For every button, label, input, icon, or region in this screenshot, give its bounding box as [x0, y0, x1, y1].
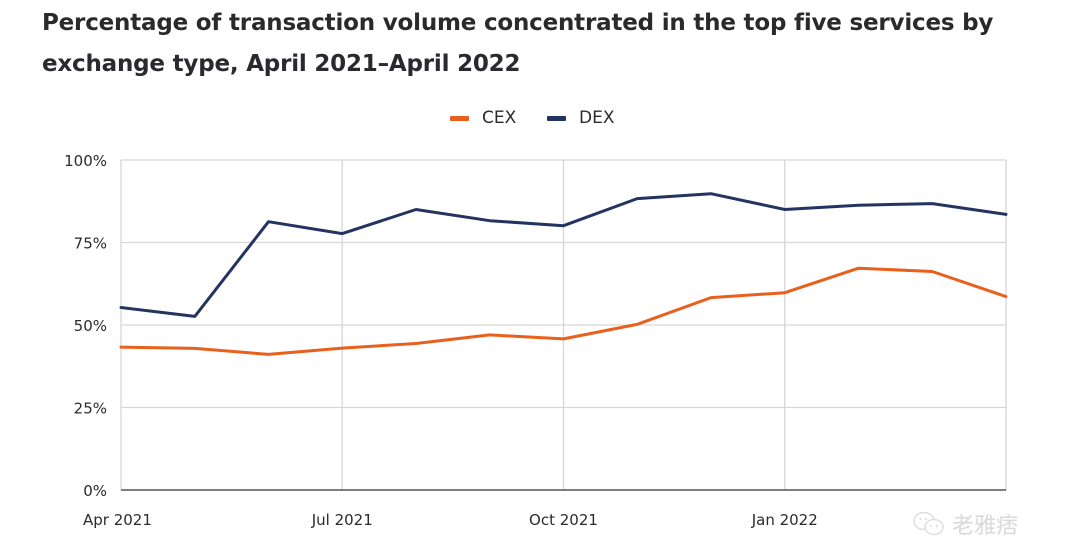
series-line-cex [119, 266, 1008, 356]
watermark-text: 老雅痞 [952, 514, 1019, 539]
series-line-dex [119, 192, 1008, 318]
y-tick-label: 75% [74, 235, 107, 253]
grid [120, 159, 1007, 491]
x-tick-label: Jul 2021 [311, 511, 373, 529]
chart-title: Percentage of transaction volume concent… [42, 3, 1042, 85]
y-tick-label: 25% [74, 400, 107, 418]
y-tick-label: 0% [83, 482, 107, 500]
series [119, 192, 1008, 356]
legend-swatch-cex [450, 115, 469, 121]
x-tick-label: Jan 2022 [751, 511, 818, 529]
x-tick-label: Apr 2021 [83, 511, 152, 529]
x-tick-label: Oct 2021 [529, 511, 598, 529]
chart-title-line-1: Percentage of transaction volume concent… [42, 10, 994, 36]
y-axis-ticks: 0% 25% 50% 75% 100% [64, 152, 107, 500]
y-tick-label: 100% [64, 152, 107, 170]
legend-item-dex[interactable]: DEX [547, 106, 614, 130]
legend: CEX DEX [0, 106, 1080, 130]
watermark: 老雅痞 [912, 508, 1018, 540]
legend-label-cex: CEX [482, 108, 517, 128]
legend-swatch-dex [547, 115, 566, 121]
x-axis-ticks: Apr 2021 Jul 2021 Oct 2021 Jan 2022 [83, 511, 818, 529]
y-tick-label: 50% [74, 317, 107, 335]
legend-label-dex: DEX [579, 108, 615, 128]
wechat-icon [913, 511, 944, 536]
chart-title-line-2: exchange type, April 2021–April 2022 [42, 51, 521, 77]
legend-item-cex[interactable]: CEX [450, 106, 516, 130]
